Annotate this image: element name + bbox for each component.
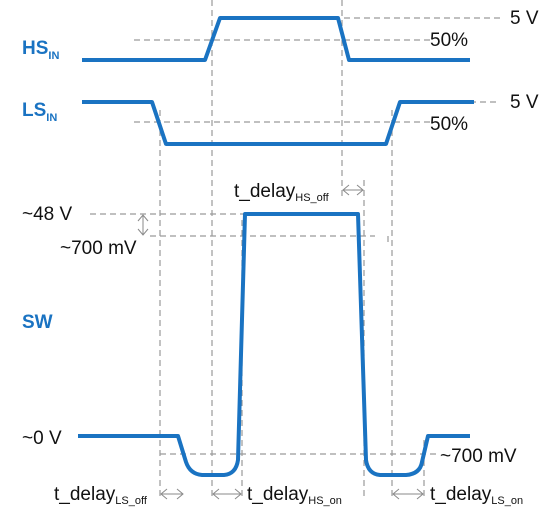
delay-arrows xyxy=(137,184,424,500)
sw-waveform xyxy=(78,212,470,477)
sw-neg-label: ~700 mV xyxy=(440,446,517,467)
sw-label: SW xyxy=(22,312,53,333)
sw-high-label: ~48 V xyxy=(22,204,73,225)
ls-on-delay-label: t_delayLS_on xyxy=(430,484,523,507)
vertical-guides xyxy=(159,0,425,500)
sw-drop-label: ~700 mV xyxy=(60,238,137,259)
ls-in-waveform xyxy=(82,100,474,146)
hs-high-label: 5 V xyxy=(510,8,539,29)
hs-in-waveform xyxy=(82,16,470,62)
ls-in-label: LSIN xyxy=(22,100,57,124)
hs-mid-label: 50% xyxy=(430,30,468,51)
ls-mid-label: 50% xyxy=(430,114,468,135)
horizontal-guides xyxy=(90,17,500,455)
ls-off-delay-label: t_delayLS_off xyxy=(54,484,148,507)
hs-on-delay-label: t_delayHS_on xyxy=(247,484,342,507)
hs-in-label: HSIN xyxy=(22,38,59,62)
hs-off-delay-label: t_delayHS_off xyxy=(234,181,330,204)
sw-low-label: ~0 V xyxy=(22,428,62,449)
ls-high-label: 5 V xyxy=(510,92,539,113)
